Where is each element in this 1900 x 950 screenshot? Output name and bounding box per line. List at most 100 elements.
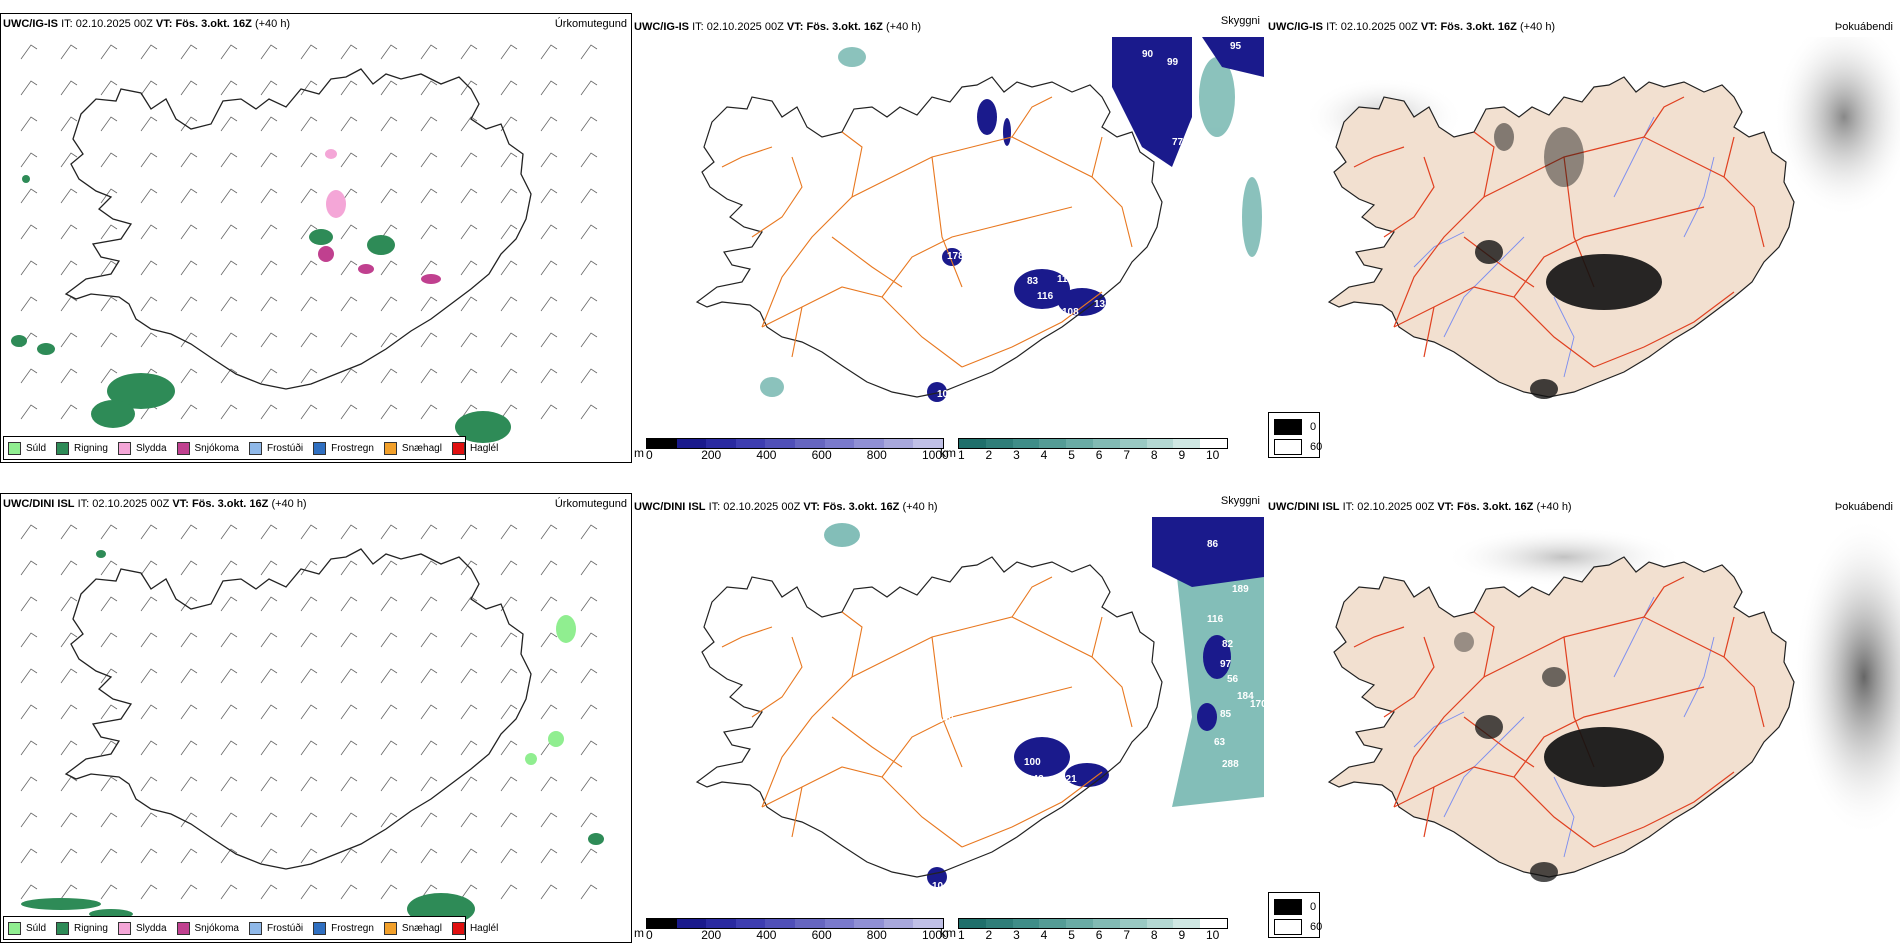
colorbar-tick: 2 [985,928,993,942]
colorbar-swatch [1173,919,1201,928]
colorbar-swatch [735,439,766,448]
iceland-outline [695,556,1163,878]
wind-barb [300,44,318,60]
colorbar-swatch [1119,919,1147,928]
visibility-areas [760,47,1262,397]
cloud-base-label: 108 [1062,307,1079,318]
cloud-base-label: 82 [1222,639,1234,650]
wind-barb [260,80,278,96]
wind-barb [300,596,318,612]
legend-swatch [8,441,21,455]
wind-barb [580,368,598,384]
cloud-base-label: 184 [1237,691,1254,702]
legend-item: Snjókoma [176,921,239,935]
wind-barb [220,704,238,720]
wind-barb [220,152,238,168]
wind-barb [180,596,198,612]
fog-legend-label: 0 [1310,901,1317,913]
snow-areas [318,246,441,284]
wind-barb [300,116,318,132]
wind-barb [460,116,478,132]
fog-areas [1475,123,1662,399]
colorbar-tick: 200 [701,448,722,462]
legend-swatch [248,921,262,935]
wind-barb [300,188,318,204]
cloud-base-label: 90 [1142,49,1154,60]
wind-barb [140,524,158,540]
wind-barb [340,776,358,792]
wind-barb [580,704,598,720]
legend-item: Slydda [117,921,167,935]
road [1513,686,1705,778]
rain-areas [11,175,511,443]
colorbar-tick: 1000 [922,928,949,942]
wind-barb [340,224,358,240]
wind-barb [100,44,118,60]
wind-barb [580,596,598,612]
cloud-base-label: 77 [1172,137,1184,148]
wind-barb [180,224,198,240]
colorbar-tick: 9 [1178,928,1186,942]
legend-swatch [56,441,70,455]
wind-barb [180,80,198,96]
colorbar-tick: 9 [1178,448,1186,462]
wind-barb [60,404,78,420]
wind-barb [460,332,478,348]
river [1443,236,1525,338]
wind-barb [20,704,38,720]
wind-barb [60,776,78,792]
wind-barb [580,848,598,864]
wind-barb [380,560,398,576]
wind-barb [140,116,158,132]
cloud-header-row2: UWC/DINI ISL IT: 02.10.2025 00Z VT: Fös.… [634,495,1260,517]
road [1723,616,1735,658]
wind-barb [260,332,278,348]
wind-barb [100,596,118,612]
wind-barb [340,560,358,576]
wind-barb [460,596,478,612]
wind-barb [300,332,318,348]
wind-barb [180,632,198,648]
colorbar-swatch [1146,919,1174,928]
valid-time: Fös. 3.okt. 16Z [822,501,900,513]
fog-legend: 0 60 [1268,412,1322,458]
road [1643,576,1685,618]
wind-barb [300,152,318,168]
wind-barb [140,560,158,576]
wind-barb [100,740,118,756]
colorbar-tick: 2 [985,448,993,462]
wind-barb [220,668,238,684]
colorbar-swatches [646,438,944,449]
wind-barb [260,740,278,756]
road [761,616,1133,808]
road [751,156,803,238]
wind-barb [100,776,118,792]
wind-barb [60,188,78,204]
wind-barb [380,296,398,312]
wind-barb [340,596,358,612]
wind-barb [60,224,78,240]
wind-barbs [20,44,598,420]
wind-barb [580,404,598,420]
init-time: 02.10.2025 00Z [1357,501,1435,513]
colorbar-swatch [854,439,884,448]
model-name: UWC/IG-IS [634,21,689,33]
rain-areas [21,550,604,929]
wind-barb [580,332,598,348]
colorbar-ticks: 0 200 400 600 800 1000 [646,448,949,462]
colorbar-tick: 4 [1040,928,1048,942]
wind-barb [100,560,118,576]
wind-barb [300,404,318,420]
colorbar-tick: 7 [1123,448,1131,462]
wind-barb [580,260,598,276]
wind-barb [180,524,198,540]
road [1383,636,1435,718]
wind-barb [300,668,318,684]
wind-barb [180,152,198,168]
road [791,306,803,358]
wind-barb [60,152,78,168]
wind-barb [460,524,478,540]
wind-barb [340,80,358,96]
colorbar-swatch [985,919,1013,928]
wind-barb [500,188,518,204]
